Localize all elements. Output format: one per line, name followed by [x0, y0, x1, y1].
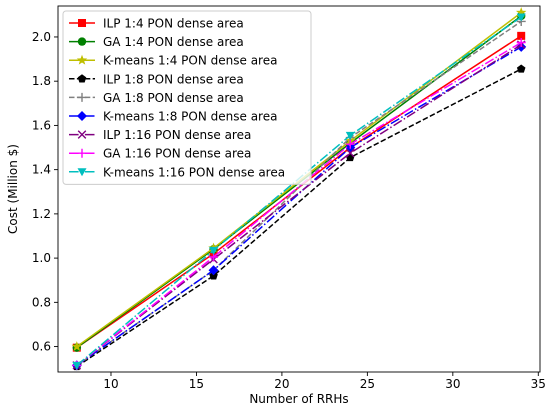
data-point — [71, 341, 83, 352]
legend-entry: GA 1:8 PON dense area — [69, 91, 244, 105]
y-tick-label: 1.6 — [32, 118, 51, 132]
x-tick-label: 20 — [274, 377, 289, 391]
series-line — [76, 41, 522, 366]
legend-box — [62, 10, 312, 185]
y-tick-label: 0.8 — [32, 295, 51, 309]
series-line — [76, 68, 522, 368]
y-tick-label: 2.0 — [32, 30, 51, 44]
legend-marker — [77, 74, 87, 83]
data-point — [345, 139, 355, 149]
data-point — [516, 37, 526, 47]
series-layer — [71, 7, 527, 371]
series-line — [76, 44, 522, 366]
ticks-layer: 10 15 20 25 30 35 0.6 0.8 1.0 1.2 1.4 1.6 1.8 2.0 — [32, 30, 546, 391]
legend-entry: GA 1:16 PON dense area — [69, 147, 251, 161]
x-tick-label: 15 — [189, 377, 204, 391]
data-point — [208, 265, 219, 276]
legend-entry: K-means 1:8 PON dense area — [69, 110, 277, 124]
y-tick-label: 1.2 — [32, 207, 51, 221]
series-line — [76, 16, 522, 366]
legend-entry: K-means 1:16 PON dense area — [69, 165, 285, 179]
y-tick-label: 1.4 — [32, 163, 51, 177]
series-line — [76, 12, 522, 348]
x-tick-label: 35 — [531, 377, 546, 391]
legend-label: K-means 1:16 PON dense area — [103, 165, 285, 179]
x-axis-label: Number of RRHs — [249, 392, 348, 406]
legend-marker — [77, 37, 87, 46]
legend-label: ILP 1:4 PON dense area — [103, 17, 244, 31]
y-tick-label: 1.0 — [32, 251, 51, 265]
y-axis-label: Cost (Million $) — [6, 144, 20, 234]
data-point — [516, 13, 526, 22]
legend-marker — [77, 168, 87, 177]
data-point — [345, 131, 355, 140]
legend-marker — [77, 92, 87, 102]
legend-label: GA 1:4 PON dense area — [103, 35, 244, 49]
legend-entry: GA 1:4 PON dense area — [69, 35, 244, 49]
legend-marker — [77, 111, 87, 121]
legend-marker — [78, 19, 86, 27]
data-point — [209, 246, 219, 255]
legend-label: K-means 1:4 PON dense area — [103, 54, 277, 68]
data-point — [345, 148, 355, 158]
legend-label: K-means 1:8 PON dense area — [103, 110, 277, 124]
legend-entry: ILP 1:4 PON dense area — [69, 17, 244, 31]
legend-label: GA 1:8 PON dense area — [103, 91, 244, 105]
data-point — [72, 361, 82, 370]
plot-frame — [57, 5, 541, 373]
legend-marker — [77, 148, 87, 158]
series-9 — [72, 13, 526, 370]
legend-entry: ILP 1:8 PON dense area — [69, 72, 244, 86]
y-tick-label: 1.8 — [32, 74, 51, 88]
x-tick-label: 30 — [445, 377, 460, 391]
x-tick-label: 25 — [360, 377, 375, 391]
legend-label: ILP 1:16 PON dense area — [103, 128, 251, 142]
legend-entry: K-means 1:4 PON dense area — [69, 54, 277, 68]
legend-marker — [76, 54, 88, 65]
legend: ILP 1:4 PON dense area GA 1:4 PON dense a… — [62, 10, 312, 185]
series-line — [76, 46, 522, 366]
legend-marker — [77, 130, 87, 139]
data-point — [516, 64, 526, 73]
legend-label: GA 1:16 PON dense area — [103, 147, 251, 161]
legend-label: ILP 1:8 PON dense area — [103, 72, 244, 86]
data-point — [517, 31, 526, 40]
legend-entry: ILP 1:16 PON dense area — [69, 128, 251, 142]
y-tick-label: 0.6 — [32, 340, 51, 354]
x-tick-label: 10 — [103, 377, 118, 391]
data-point — [209, 271, 218, 280]
data-point — [515, 7, 527, 18]
